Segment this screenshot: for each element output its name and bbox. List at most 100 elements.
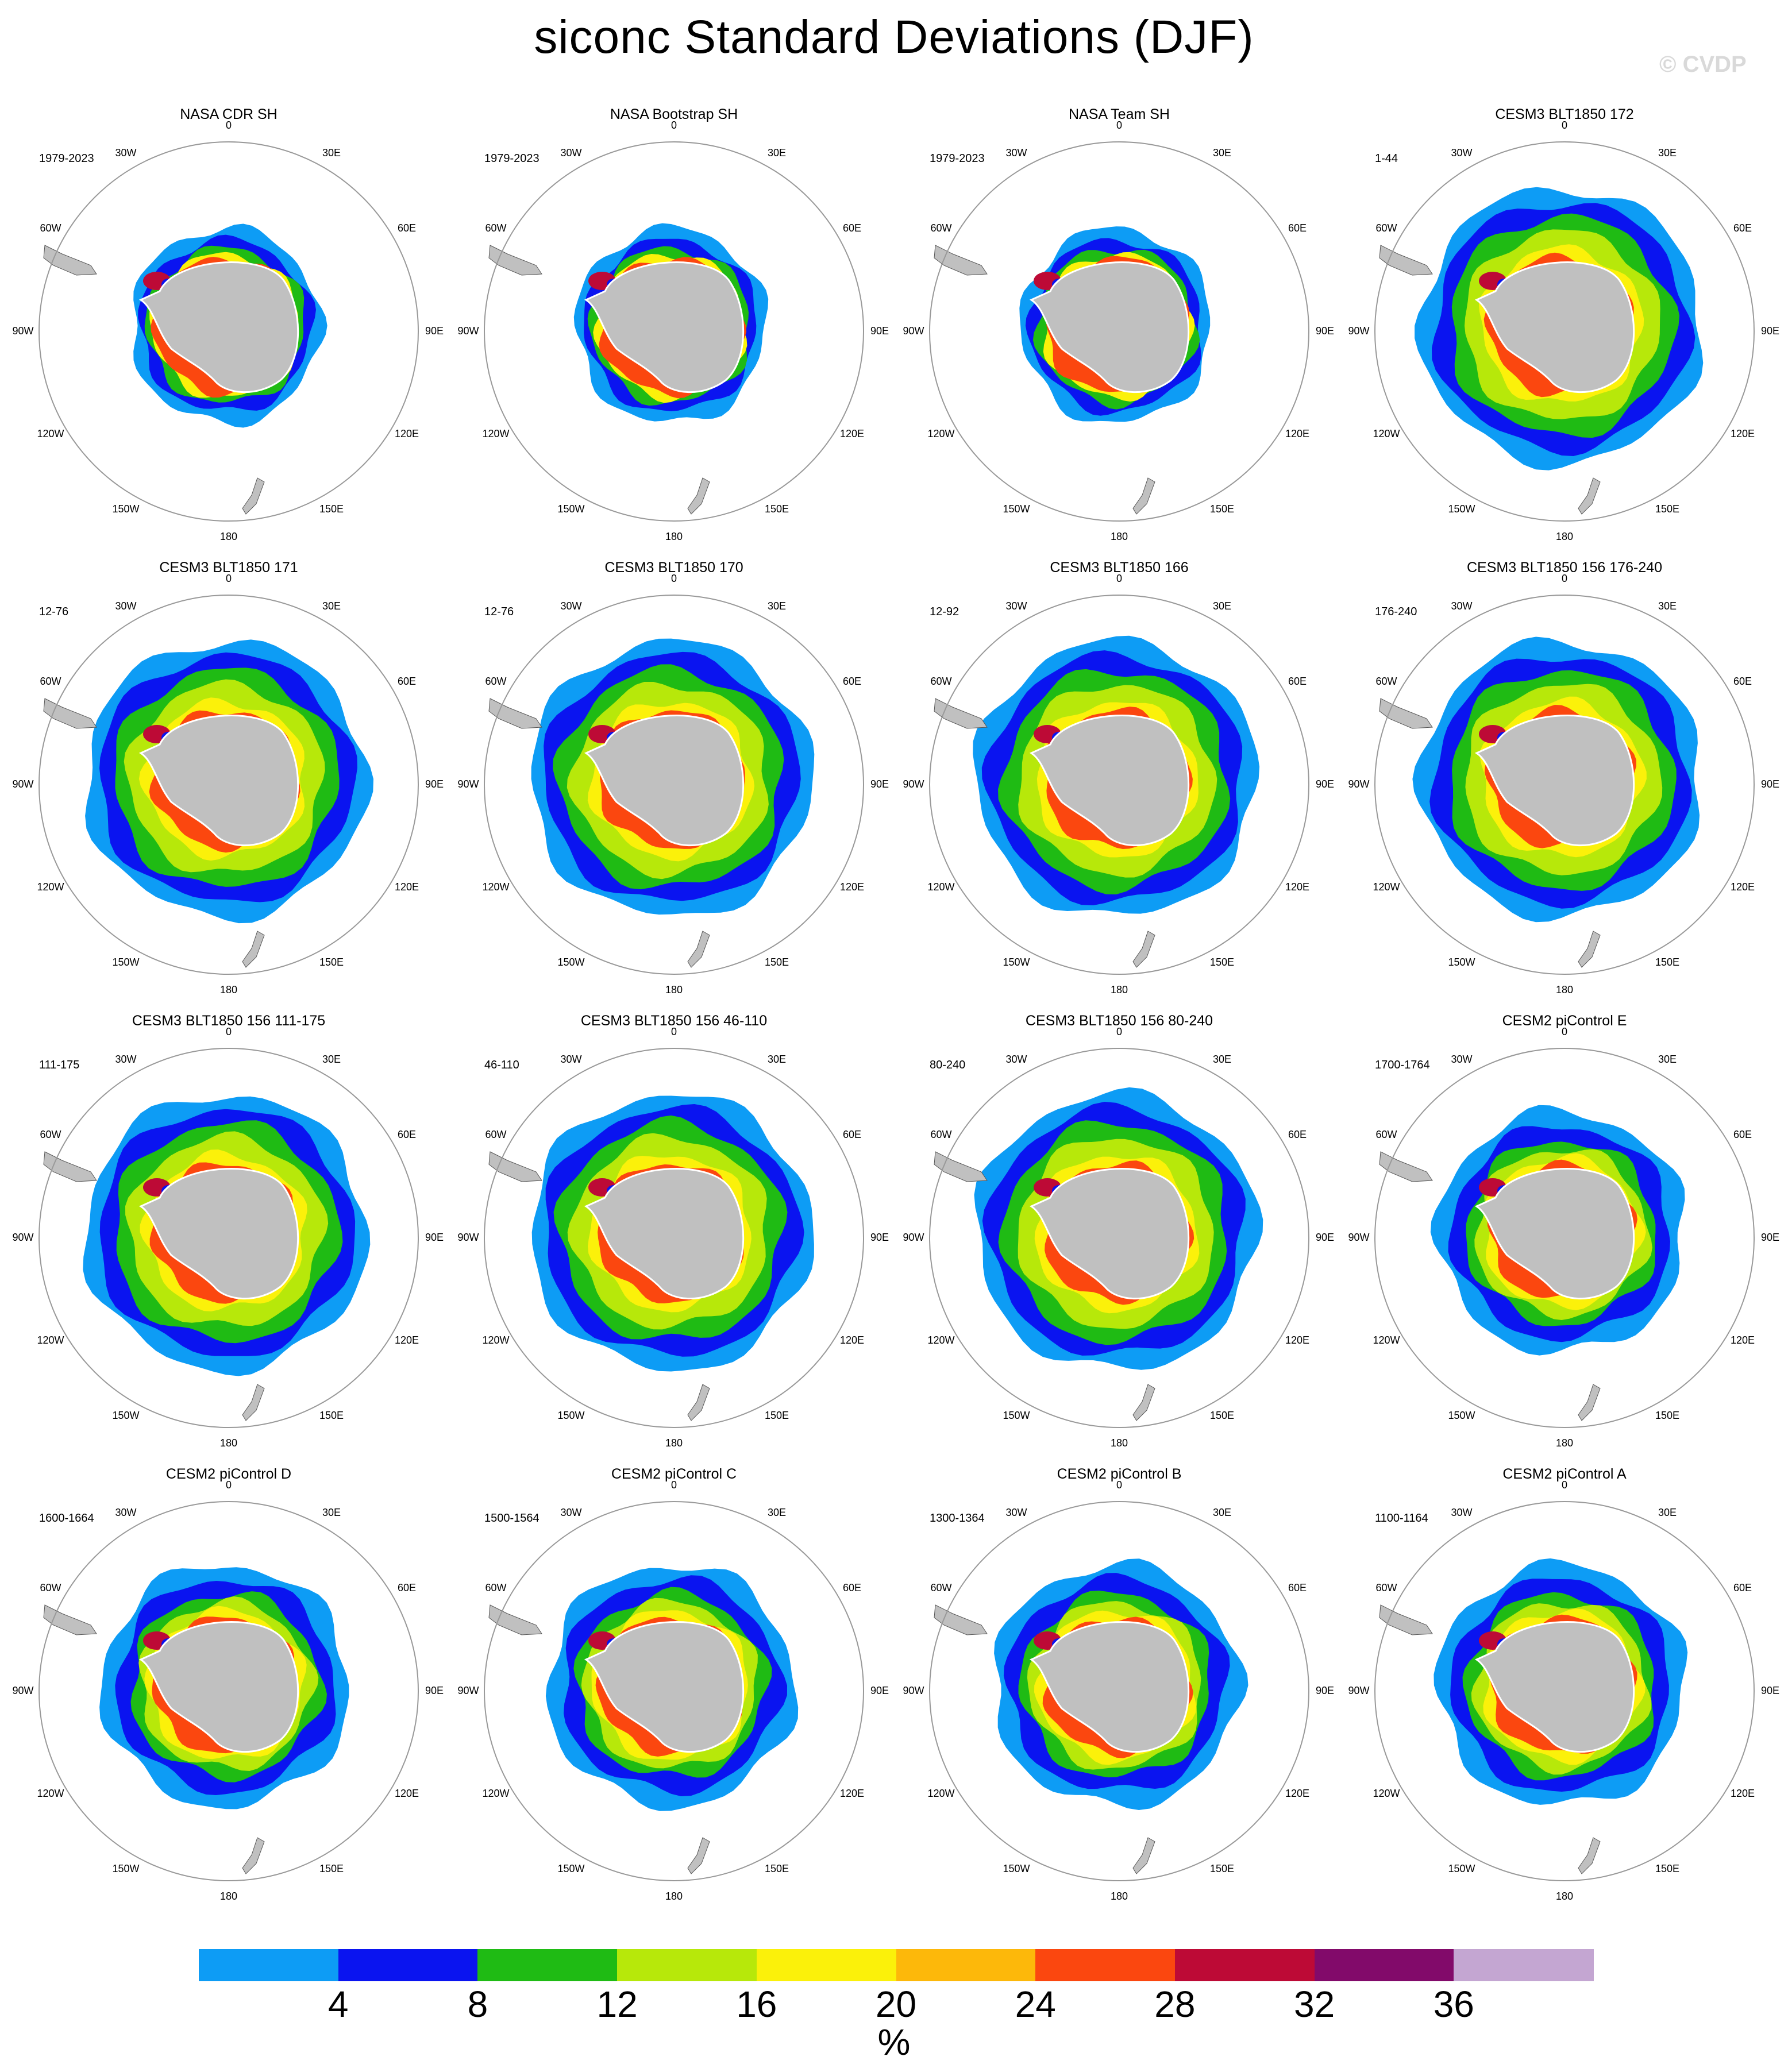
longitude-label: 90W xyxy=(1348,1685,1370,1696)
panel-title: CESM3 BLT1850 156 176-240 xyxy=(1466,560,1663,576)
colorbar-tick-label: 28 xyxy=(1154,1984,1196,2025)
south-america-landmass xyxy=(934,245,988,276)
colorbar-tick-label: 32 xyxy=(1294,1984,1335,2025)
longitude-label: 150W xyxy=(557,1410,585,1422)
map-boundary-circle xyxy=(484,1501,864,1881)
longitude-label: 120W xyxy=(927,428,955,439)
antarctica-landmass xyxy=(1029,715,1190,847)
longitude-label: 60W xyxy=(930,222,952,234)
new-zealand-landmass xyxy=(687,931,710,968)
longitude-label: 0 xyxy=(1116,573,1122,584)
antarctica-landmass xyxy=(1474,1621,1635,1753)
longitude-label: 180 xyxy=(1555,531,1574,542)
south-america-landmass xyxy=(43,1604,97,1635)
south-america-landmass xyxy=(934,698,988,729)
longitude-label: 0 xyxy=(670,1479,677,1491)
longitude-label: 150E xyxy=(1209,956,1235,969)
polar-map xyxy=(484,141,864,522)
longitude-label: 30E xyxy=(1212,1506,1232,1518)
longitude-label: 30E xyxy=(767,600,787,612)
polar-map xyxy=(929,1501,1309,1881)
longitude-label: 120W xyxy=(1373,1788,1400,1799)
longitude-label: 150W xyxy=(1003,1863,1030,1875)
longitude-label: 30W xyxy=(1005,146,1027,159)
new-zealand-landmass xyxy=(1578,477,1601,515)
antarctica-landmass xyxy=(1029,1621,1190,1753)
longitude-label: 60W xyxy=(1375,222,1397,234)
antarctica-landmass xyxy=(584,1621,745,1753)
map-boundary-circle xyxy=(38,1501,419,1881)
longitude-label: 90E xyxy=(425,325,444,337)
longitude-label: 150W xyxy=(557,503,585,515)
longitude-label: 180 xyxy=(219,1890,238,1902)
polar-map xyxy=(38,141,419,522)
longitude-label: 30E xyxy=(322,146,341,159)
polar-map xyxy=(484,1501,864,1881)
new-zealand-landmass xyxy=(687,1384,710,1421)
longitude-label: 90W xyxy=(1348,1232,1370,1243)
colorbar-box xyxy=(1314,1949,1455,1981)
panel-title: CESM3 BLT1850 156 80-240 xyxy=(1025,1013,1213,1029)
longitude-label: 150W xyxy=(1448,1863,1475,1875)
longitude-label: 90E xyxy=(425,778,444,790)
longitude-label: 120E xyxy=(1731,1334,1755,1346)
colorbar-box xyxy=(1454,1949,1594,1981)
longitude-label: 0 xyxy=(670,573,677,584)
longitude-label: 30E xyxy=(1658,146,1677,159)
longitude-label: 120E xyxy=(1731,1788,1755,1799)
longitude-label: 120W xyxy=(482,1788,510,1799)
antarctica-landmass xyxy=(1474,1168,1635,1300)
longitude-label: 0 xyxy=(670,1026,677,1037)
polar-map xyxy=(38,595,419,975)
longitude-label: 30W xyxy=(1005,1053,1027,1065)
longitude-label: 90E xyxy=(425,1685,444,1696)
panel-title: CESM3 BLT1850 156 46-110 xyxy=(580,1013,768,1029)
south-america-landmass xyxy=(43,245,97,276)
longitude-label: 150E xyxy=(319,1863,344,1875)
colorbar-tick-label: 8 xyxy=(467,1984,488,2025)
longitude-label: 30W xyxy=(115,600,137,612)
longitude-label: 60W xyxy=(1375,1582,1397,1593)
new-zealand-landmass xyxy=(242,1837,265,1874)
longitude-label: 0 xyxy=(1561,119,1567,131)
south-america-landmass xyxy=(1379,1604,1433,1635)
antarctica-landmass xyxy=(138,715,299,847)
longitude-label: 90E xyxy=(870,1232,889,1243)
longitude-label: 120W xyxy=(37,881,64,893)
map-boundary-circle xyxy=(484,1048,864,1428)
longitude-label: 30W xyxy=(560,1506,582,1518)
antarctica-landmass xyxy=(584,1168,745,1300)
longitude-label: 0 xyxy=(225,1026,232,1037)
longitude-label: 60E xyxy=(398,676,417,687)
polar-map xyxy=(484,1048,864,1428)
longitude-label: 60E xyxy=(1733,1582,1752,1593)
longitude-label: 150W xyxy=(112,1863,140,1875)
longitude-label: 30W xyxy=(115,146,137,159)
colorbar-tick-label: 20 xyxy=(875,1984,917,2025)
map-boundary-circle xyxy=(38,1048,419,1428)
longitude-label: 120W xyxy=(37,1334,64,1346)
longitude-label: 30E xyxy=(767,1053,787,1065)
south-america-landmass xyxy=(43,1151,97,1182)
colorbar-box xyxy=(1035,1949,1176,1981)
longitude-label: 150E xyxy=(319,956,344,969)
panel-years: 1979-2023 xyxy=(930,152,985,165)
map-boundary-circle xyxy=(38,141,419,522)
panel-title: CESM3 BLT1850 170 xyxy=(604,560,743,576)
longitude-label: 60W xyxy=(485,222,507,234)
panel-title: CESM3 BLT1850 171 xyxy=(159,560,298,576)
longitude-label: 150E xyxy=(1209,503,1235,515)
longitude-label: 60W xyxy=(1375,1129,1397,1140)
longitude-label: 30W xyxy=(560,600,582,612)
longitude-label: 150E xyxy=(1209,1410,1235,1422)
new-zealand-landmass xyxy=(242,1384,265,1421)
longitude-label: 60W xyxy=(930,676,952,687)
new-zealand-landmass xyxy=(1578,1384,1601,1421)
longitude-label: 90E xyxy=(1315,1685,1335,1696)
longitude-label: 90W xyxy=(457,1685,479,1696)
longitude-label: 90W xyxy=(903,1232,924,1243)
south-america-landmass xyxy=(488,1151,542,1182)
panel-years: 1-44 xyxy=(1375,152,1398,165)
colorbar-unit: % xyxy=(877,2021,911,2063)
new-zealand-landmass xyxy=(687,1837,710,1874)
